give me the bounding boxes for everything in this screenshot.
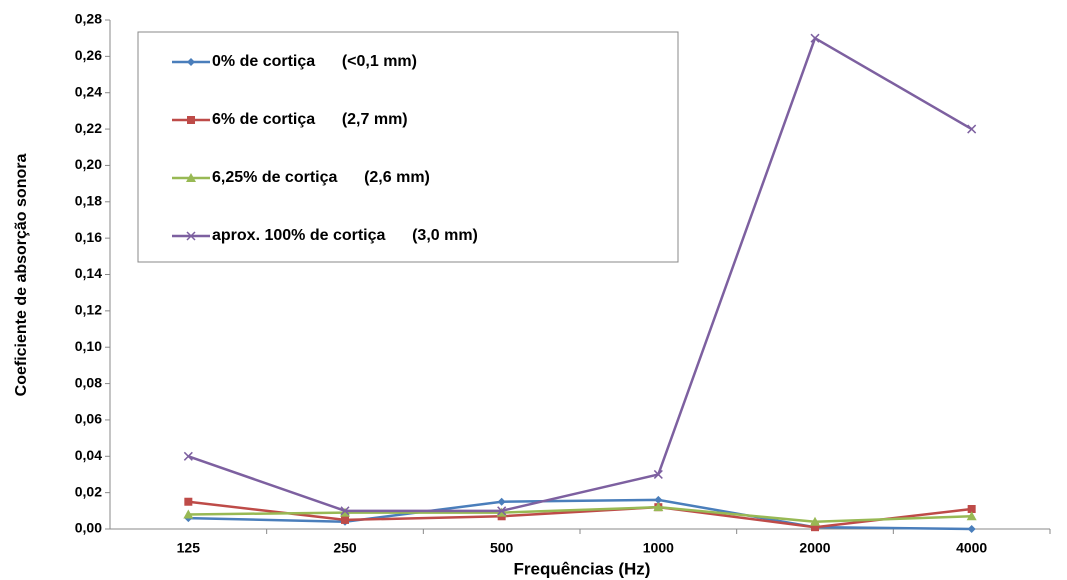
y-tick-label: 0,06: [75, 411, 102, 427]
legend-label: 6,25% de cortiça (2,6 mm): [212, 169, 430, 186]
data-point: [967, 505, 976, 514]
y-tick-label: 0,10: [75, 338, 102, 354]
data-point: [653, 469, 663, 479]
data-point: [653, 502, 664, 512]
y-tick-label: 0,28: [75, 11, 102, 27]
series-line: [188, 505, 972, 523]
data-point: [810, 516, 820, 526]
data-point: [966, 511, 977, 521]
data-point: [340, 507, 350, 517]
legend-label: 6% de cortiça (2,7 mm): [212, 111, 408, 128]
legend-marker: [186, 231, 196, 241]
data-point: [967, 525, 976, 533]
y-tick-label: 0,24: [75, 83, 102, 99]
data-point: [340, 506, 350, 516]
y-tick-label: 0,08: [75, 374, 102, 390]
x-tick-label: 250: [333, 540, 357, 556]
y-tick-label: 0,26: [75, 47, 102, 63]
data-point: [810, 33, 820, 43]
y-tick-label: 0,12: [75, 302, 102, 318]
legend-marker: [187, 58, 195, 66]
y-tick-label: 0,04: [75, 447, 102, 463]
y-tick-label: 0,16: [75, 229, 102, 245]
legend-marker: [186, 173, 196, 182]
data-point: [497, 497, 506, 506]
y-tick-label: 0,14: [75, 265, 102, 281]
series-line: [188, 500, 972, 529]
data-point: [183, 509, 194, 519]
y-tick-label: 0,00: [75, 520, 102, 536]
y-tick-label: 0,18: [75, 192, 102, 208]
x-tick-label: 125: [177, 540, 201, 556]
series-line: [188, 498, 972, 531]
y-tick-label: 0,02: [75, 483, 102, 499]
data-point: [496, 507, 507, 517]
y-tick-label: 0,22: [75, 120, 102, 136]
data-point: [654, 495, 663, 504]
legend-label: aprox. 100% de cortiça (3,0 mm): [212, 227, 478, 244]
data-point: [341, 515, 349, 524]
x-tick-label: 1000: [643, 540, 674, 556]
y-tick-label: 0,20: [75, 156, 102, 172]
series-line: [187, 36, 973, 513]
legend-box: [137, 31, 679, 263]
x-tick-label: 2000: [799, 540, 830, 556]
data-point: [183, 451, 193, 461]
data-point: [967, 124, 977, 134]
x-tick-label: 500: [490, 540, 514, 556]
data-point: [497, 506, 507, 516]
legend-label: 0% de cortiça (<0,1 mm): [212, 53, 417, 70]
data-point: [811, 523, 819, 532]
y-axis-label: Coeficiente de absorção sonora: [13, 154, 30, 397]
legend-marker: [187, 116, 195, 124]
x-tick-label: 4000: [956, 540, 987, 556]
data-point: [184, 497, 193, 506]
x-axis-label: Frequências (Hz): [514, 559, 651, 578]
